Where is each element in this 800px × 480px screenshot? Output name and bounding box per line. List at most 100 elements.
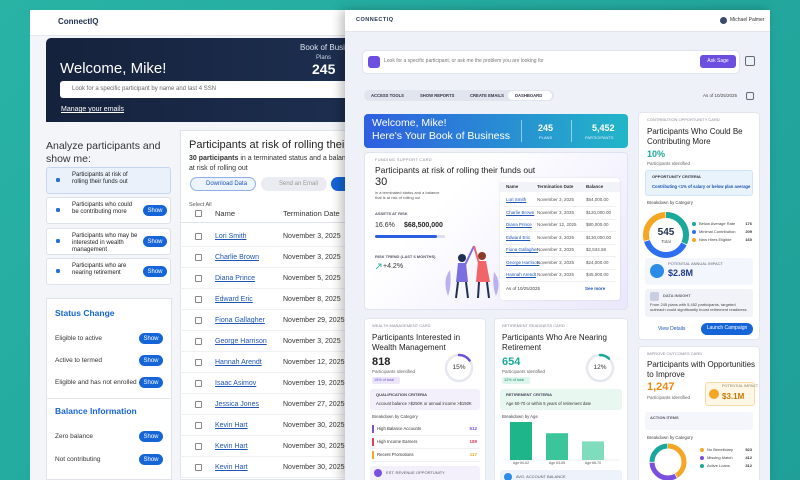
- participant-name[interactable]: Edward Eric: [506, 234, 531, 240]
- download-label[interactable]: Download Data: [206, 181, 248, 187]
- show-button[interactable]: [143, 236, 167, 247]
- nav-item[interactable]: DASHBOARD: [515, 92, 543, 98]
- row-divider: [504, 243, 616, 245]
- search-box[interactable]: [362, 50, 740, 74]
- ask-button-label[interactable]: Ask Sage: [707, 57, 729, 64]
- show-button[interactable]: [143, 266, 167, 277]
- show-button-label[interactable]: Show: [147, 207, 163, 214]
- checkbox[interactable]: [195, 359, 202, 366]
- header: [345, 10, 770, 32]
- checkbox[interactable]: [195, 275, 202, 282]
- checkbox[interactable]: [195, 233, 202, 240]
- nav-item[interactable]: ACCESS TOOLS: [371, 92, 404, 98]
- view-details-link[interactable]: View Details: [658, 326, 686, 332]
- participant-name[interactable]: Lori Smith: [215, 233, 247, 240]
- insight-box: [645, 289, 753, 317]
- checkbox[interactable]: [195, 296, 202, 303]
- participant-name[interactable]: Fiona Gallagher: [215, 317, 265, 324]
- participant-name[interactable]: Hannah Arendt: [215, 359, 262, 366]
- refresh-icon[interactable]: [746, 92, 754, 100]
- checkbox[interactable]: [195, 422, 202, 429]
- impact-label: POTENTIAL IMPACT: [722, 384, 759, 388]
- checkbox[interactable]: [195, 443, 202, 450]
- calendar-icon[interactable]: [745, 56, 755, 66]
- show-button-label[interactable]: Show: [143, 335, 159, 342]
- checkbox[interactable]: [195, 338, 202, 345]
- search-placeholder[interactable]: Look for a specific participant, or ask …: [384, 58, 544, 64]
- termination-date: November 12, 2025: [283, 359, 345, 366]
- launch-button-label[interactable]: Launch Campaign: [706, 325, 748, 331]
- top-bar: [30, 10, 350, 36]
- ask-button[interactable]: [700, 55, 736, 68]
- checkbox[interactable]: [195, 317, 202, 324]
- participant-name[interactable]: Kevin Hart: [215, 422, 248, 429]
- show-button[interactable]: [139, 355, 163, 366]
- category-label: Recent Promotions: [377, 452, 414, 457]
- participant-name[interactable]: Diana Prince: [506, 222, 532, 227]
- main-title: Participants at risk of rolling their fu…: [189, 139, 397, 151]
- criteria-label: OPPORTUNITY CRITERIA: [652, 174, 701, 179]
- participant-name[interactable]: Fiona Gallagher: [506, 247, 539, 252]
- option-label[interactable]: Participants who could be contributing m…: [72, 202, 133, 216]
- show-button-label[interactable]: Show: [143, 433, 159, 440]
- row-divider: [370, 435, 480, 436]
- row-divider: [180, 351, 350, 352]
- participant-name[interactable]: Diana Prince: [215, 275, 256, 282]
- option-label[interactable]: Participants at risk of rolling their fu…: [72, 172, 128, 186]
- email-button[interactable]: [261, 177, 327, 191]
- impact-icon: [650, 264, 664, 278]
- stat-value: 245: [538, 123, 554, 133]
- analysis-option[interactable]: [46, 167, 171, 194]
- show-button[interactable]: [139, 333, 163, 344]
- nav-item[interactable]: SHOW REPORTS: [420, 92, 455, 98]
- book-label: Book of Business: [300, 43, 362, 52]
- legend-label: Minimal Contribution: [699, 229, 736, 234]
- card-label: IMPROVE OUTCOMES CARD: [647, 351, 703, 356]
- checkbox[interactable]: [195, 380, 202, 387]
- participant-name[interactable]: Charlie Brown: [506, 209, 535, 215]
- row-divider: [504, 256, 616, 257]
- user-name[interactable]: Michael Palmer: [730, 17, 765, 23]
- search-placeholder[interactable]: Look for a specific participant by name …: [72, 86, 217, 92]
- participant-name[interactable]: Edward Eric: [215, 296, 253, 303]
- select-all[interactable]: Select All: [189, 202, 212, 208]
- search-icon: [368, 56, 380, 68]
- participant-name[interactable]: Lori Smith: [506, 197, 527, 202]
- option-label[interactable]: Participants who may be interested in we…: [72, 233, 138, 254]
- download-button[interactable]: [190, 177, 256, 191]
- show-button[interactable]: [139, 377, 163, 388]
- show-button[interactable]: [139, 454, 163, 465]
- participant-name[interactable]: Kevin Hart: [215, 443, 248, 450]
- donut-label: Total: [661, 239, 671, 244]
- see-more-link[interactable]: See more: [585, 286, 606, 291]
- participant-name[interactable]: George Harrison: [215, 338, 267, 345]
- participant-name[interactable]: Isaac Asimov: [215, 380, 257, 387]
- show-button-label[interactable]: Show: [147, 238, 163, 245]
- show-button-label[interactable]: Show: [147, 268, 163, 275]
- search-box[interactable]: [60, 81, 350, 98]
- show-button-label[interactable]: Show: [143, 357, 159, 364]
- participant-name[interactable]: Hannah Arendt: [506, 272, 537, 277]
- welcome: Welcome, Mike!: [60, 60, 167, 77]
- checkbox[interactable]: [195, 254, 202, 261]
- email-label[interactable]: Send an Email: [279, 181, 319, 187]
- participant-name[interactable]: Jessica Jones: [215, 401, 259, 408]
- participant-name[interactable]: Charlie Brown: [215, 254, 259, 261]
- checkbox[interactable]: [195, 464, 202, 471]
- option-label[interactable]: Participants who are nearing retirement: [72, 263, 127, 277]
- show-button-label[interactable]: Show: [143, 456, 159, 463]
- show-button[interactable]: [143, 205, 167, 216]
- launch-button[interactable]: [701, 323, 753, 335]
- participant-name[interactable]: Kevin Hart: [215, 464, 248, 471]
- stat-label: PARTICIPANTS: [585, 135, 614, 140]
- checkbox[interactable]: [195, 210, 202, 217]
- insight-text: From 245 plans with 5,452 participants, …: [650, 302, 748, 313]
- participant-name[interactable]: George Harrison: [506, 259, 540, 265]
- show-button-label[interactable]: Show: [143, 379, 159, 386]
- manage-emails-link[interactable]: Manage your emails: [61, 106, 125, 113]
- checkbox[interactable]: [195, 401, 202, 408]
- nav-item[interactable]: CREATE EMAILS: [470, 92, 504, 98]
- legend-value: 523: [745, 447, 752, 452]
- show-button[interactable]: [139, 431, 163, 442]
